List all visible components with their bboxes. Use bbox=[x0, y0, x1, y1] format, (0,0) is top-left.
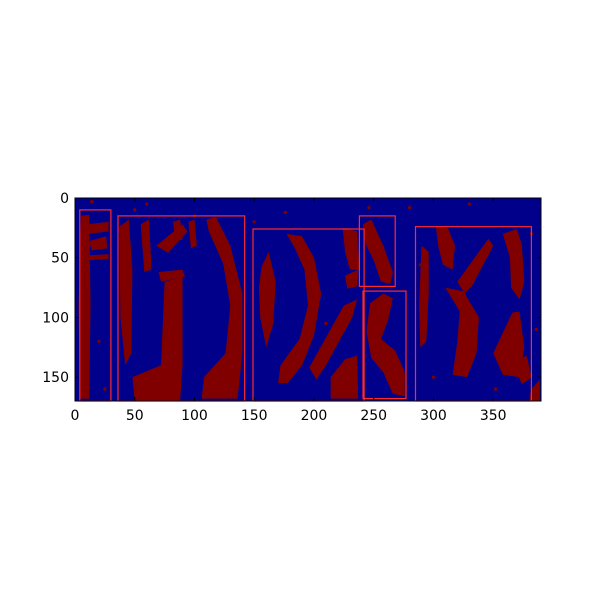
bounding-box-5 bbox=[362, 290, 407, 400]
speckle-11 bbox=[367, 206, 371, 210]
y-tick-label: 150 bbox=[42, 370, 69, 386]
speckle-14 bbox=[418, 263, 422, 267]
mask-region-8 bbox=[158, 269, 185, 282]
speckle-2 bbox=[97, 339, 101, 343]
speckle-8 bbox=[312, 280, 316, 284]
bounding-box-4 bbox=[358, 215, 396, 287]
speckle-21 bbox=[145, 202, 149, 206]
mask-region-15 bbox=[309, 299, 357, 380]
y-axis: 0 50 100 150 bbox=[42, 191, 541, 386]
mask-region-21 bbox=[419, 245, 429, 348]
speckle-12 bbox=[374, 244, 378, 248]
speckle-6 bbox=[252, 220, 256, 224]
x-axis: 0 50 100 150 200 250 300 350 bbox=[71, 198, 507, 424]
x-tick-label: 250 bbox=[360, 408, 387, 424]
speckle-20 bbox=[90, 200, 94, 204]
speckle-7 bbox=[283, 210, 287, 214]
speckle-17 bbox=[494, 387, 498, 391]
speckle-19 bbox=[534, 327, 538, 331]
mask-region-12 bbox=[201, 217, 243, 399]
mask-region-1 bbox=[78, 214, 91, 399]
mask-region-23 bbox=[457, 238, 494, 294]
speckle-16 bbox=[467, 202, 471, 206]
mask-region-16 bbox=[342, 227, 360, 270]
speckle-3 bbox=[103, 387, 107, 391]
mask-region-4 bbox=[89, 254, 109, 261]
speckle-13 bbox=[408, 206, 412, 210]
speckle-1 bbox=[83, 280, 87, 284]
mask-region-25 bbox=[493, 311, 525, 378]
mask-region-11 bbox=[188, 219, 197, 249]
y-tick-label: 100 bbox=[42, 310, 69, 326]
x-tick-label: 350 bbox=[480, 408, 507, 424]
mask-region-10 bbox=[132, 276, 183, 401]
y-tick-label: 50 bbox=[51, 251, 69, 267]
mask-region-17 bbox=[345, 269, 359, 289]
mask-region-6 bbox=[140, 219, 152, 272]
mask-region-13 bbox=[259, 251, 276, 348]
x-tick-label: 100 bbox=[181, 408, 208, 424]
y-tick-label: 0 bbox=[60, 191, 69, 207]
mask-region-24 bbox=[445, 287, 479, 378]
x-tick-label: 150 bbox=[241, 408, 268, 424]
mask-region-2 bbox=[86, 221, 109, 234]
mask-region-14 bbox=[278, 233, 322, 384]
speckle-10 bbox=[338, 327, 342, 331]
speckle-15 bbox=[431, 375, 436, 379]
mask-region-18 bbox=[330, 355, 359, 399]
x-tick-label: 50 bbox=[126, 408, 144, 424]
mask-region-22 bbox=[435, 226, 455, 270]
mask-region-27 bbox=[512, 355, 532, 385]
speckle-9 bbox=[324, 321, 328, 325]
mask-region-20 bbox=[366, 293, 405, 397]
mask-region-9 bbox=[173, 219, 183, 241]
plot-area bbox=[74, 197, 542, 402]
mask-region-19 bbox=[363, 219, 393, 284]
x-tick-label: 200 bbox=[301, 408, 328, 424]
axes-frame bbox=[74, 197, 542, 402]
speckle-4 bbox=[133, 208, 137, 212]
x-tick-label: 0 bbox=[71, 408, 80, 424]
x-tick-label: 300 bbox=[420, 408, 447, 424]
mask-region-3 bbox=[89, 236, 108, 251]
mask-region-5 bbox=[119, 219, 133, 366]
mask-region-26 bbox=[502, 229, 525, 300]
mask-region-layer bbox=[78, 214, 540, 401]
